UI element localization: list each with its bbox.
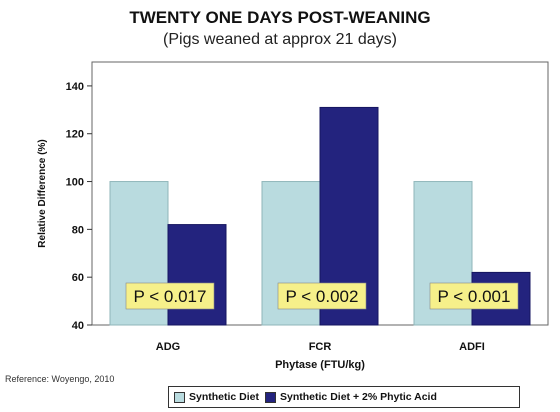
chart-subtitle: (Pigs weaned at approx 21 days) xyxy=(163,31,397,48)
y-axis-label: Relative Difference (%) xyxy=(37,139,48,247)
x-tick-label: ADG xyxy=(156,341,180,353)
y-tick-label: 60 xyxy=(72,272,84,284)
y-tick-label: 80 xyxy=(72,224,84,236)
legend-label-phytic: Synthetic Diet + 2% Phytic Acid xyxy=(280,391,437,403)
bar-adg-series-2 xyxy=(167,224,227,326)
chart-legend: Synthetic Diet Synthetic Diet + 2% Phyti… xyxy=(168,386,520,408)
p-value-box xyxy=(429,282,519,310)
p-value-box xyxy=(125,282,215,310)
y-tick-label: 120 xyxy=(66,129,84,141)
p-value-box xyxy=(277,282,367,310)
p-value-label: P < 0.001 xyxy=(438,287,511,306)
y-tick-label: 140 xyxy=(66,81,84,93)
legend-swatch-synthetic xyxy=(174,391,185,403)
legend-label-synthetic: Synthetic Diet xyxy=(189,391,260,403)
y-tick-label: 100 xyxy=(66,177,84,189)
x-axis-label: Phytase (FTU/kg) xyxy=(275,359,365,371)
x-tick-label: FCR xyxy=(309,341,332,353)
legend-item-synthetic: Synthetic Diet xyxy=(174,391,259,403)
legend-swatch-phytic xyxy=(265,391,277,403)
p-value-label: P < 0.002 xyxy=(286,287,359,306)
legend-item-phytic: Synthetic Diet + 2% Phytic Acid xyxy=(265,391,437,403)
p-value-label: P < 0.017 xyxy=(134,287,207,306)
chart-title: TWENTY ONE DAYS POST-WEANING xyxy=(129,8,431,27)
y-tick-label: 40 xyxy=(72,320,84,332)
reference-note: Reference: Woyengo, 2010 xyxy=(5,374,115,384)
x-tick-label: ADFI xyxy=(459,341,485,353)
